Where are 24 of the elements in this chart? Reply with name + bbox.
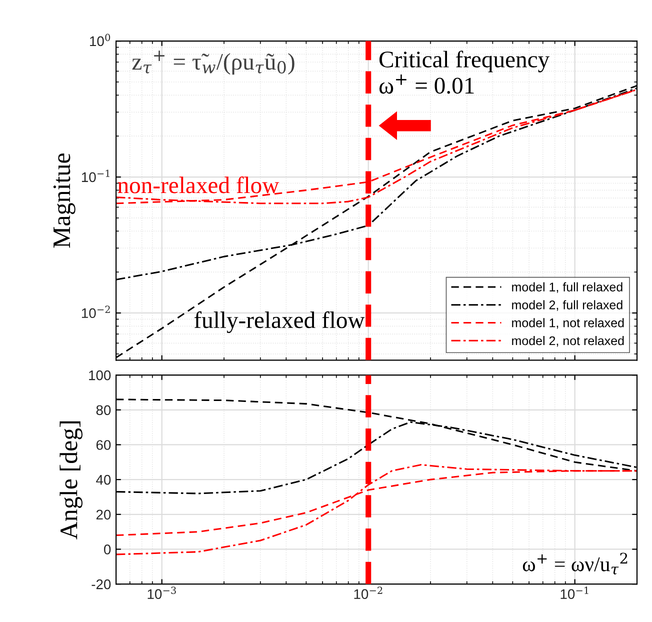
x-axis-title: ω$^{+}$ = ων/u$_{τ}$$^{2}$: [522, 552, 628, 574]
x-tick-label: 10$^{−2}$: [354, 586, 382, 600]
text: z$_{τ}$$^{+}$ = τ̃$_{w}$/(ρu$_{τ}$ũ$_{0}$): [132, 50, 294, 75]
annotation: fully-relaxed flow: [194, 311, 365, 334]
y-tick-label: -20: [92, 579, 111, 590]
y-tick-label: 0: [104, 544, 111, 554]
y-tick-label: 10$^{−2}$: [82, 306, 110, 318]
y-tick-label: 60: [96, 440, 111, 450]
y-tick-label: 10$^{0}$: [90, 34, 110, 46]
legend-label: model 1, not relaxed: [512, 318, 624, 329]
y-axis-title: Magnitue: [53, 154, 76, 248]
legend-label: model 2, full relaxed: [512, 300, 622, 311]
y-tick-label: 10$^{−1}$: [82, 170, 110, 182]
legend-label: model 1, full relaxed: [512, 282, 622, 293]
y-tick-label: 100: [89, 370, 111, 380]
annotation: non-relaxed flow: [118, 176, 280, 194]
legend-label: model 2, not relaxed: [512, 336, 624, 347]
ref-line-label: Critical frequency ω$^{+}$ = 0.01: [379, 50, 550, 94]
y-tick-label: 40: [96, 474, 111, 485]
x-tick-label: 10$^{−3}$: [148, 586, 176, 600]
y-tick-label: 80: [96, 405, 111, 416]
y-tick-label: 20: [96, 510, 111, 520]
x-tick-label: 10$^{−1}$: [560, 586, 588, 600]
y-axis-title: Angle [deg]: [60, 421, 82, 540]
